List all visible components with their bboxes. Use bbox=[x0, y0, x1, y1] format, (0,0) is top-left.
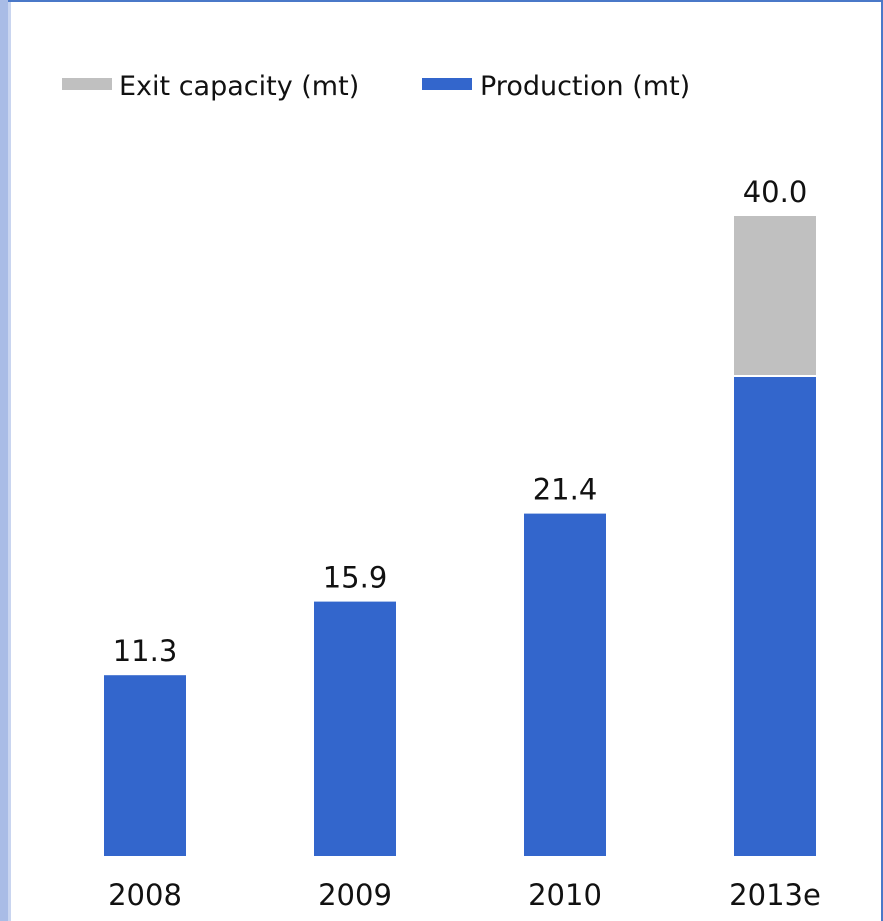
legend-swatch-exit-capacity-mt bbox=[62, 78, 112, 90]
frame-left-border-inner bbox=[8, 0, 11, 921]
bar-production-mt-2013e bbox=[734, 376, 816, 856]
value-label-2008: 11.3 bbox=[113, 634, 178, 668]
x-tick-label-2009: 2009 bbox=[318, 878, 392, 912]
value-label-2010: 21.4 bbox=[533, 473, 598, 507]
frame-left-border bbox=[0, 0, 8, 921]
legend-label-production-mt: Production (mt) bbox=[480, 71, 690, 102]
x-tick-label-2010: 2010 bbox=[528, 878, 602, 912]
bar-production-mt-2010 bbox=[524, 513, 606, 856]
frame-top-border bbox=[8, 0, 883, 2]
x-tick-label-2013e: 2013e bbox=[729, 878, 821, 912]
value-label-2009: 15.9 bbox=[323, 561, 388, 595]
bar-exit-capacity-mt-2013e bbox=[734, 216, 816, 376]
legend-swatch-production-mt bbox=[422, 78, 472, 90]
bar-production-mt-2009 bbox=[314, 601, 396, 856]
chart-x-axis-labels: 2008 2009 2010 2013e bbox=[108, 878, 821, 912]
chart-value-labels: 11.3 15.9 21.4 40.0 bbox=[113, 175, 808, 668]
frame-right-border bbox=[881, 0, 883, 921]
value-label-2013e: 40.0 bbox=[743, 175, 808, 209]
bar-production-mt-2008 bbox=[104, 675, 186, 856]
chart-bars bbox=[104, 216, 816, 856]
x-tick-label-2008: 2008 bbox=[108, 878, 182, 912]
chart-legend: Exit capacity (mt) Production (mt) bbox=[62, 71, 690, 102]
legend-label-exit-capacity-mt: Exit capacity (mt) bbox=[119, 71, 359, 102]
